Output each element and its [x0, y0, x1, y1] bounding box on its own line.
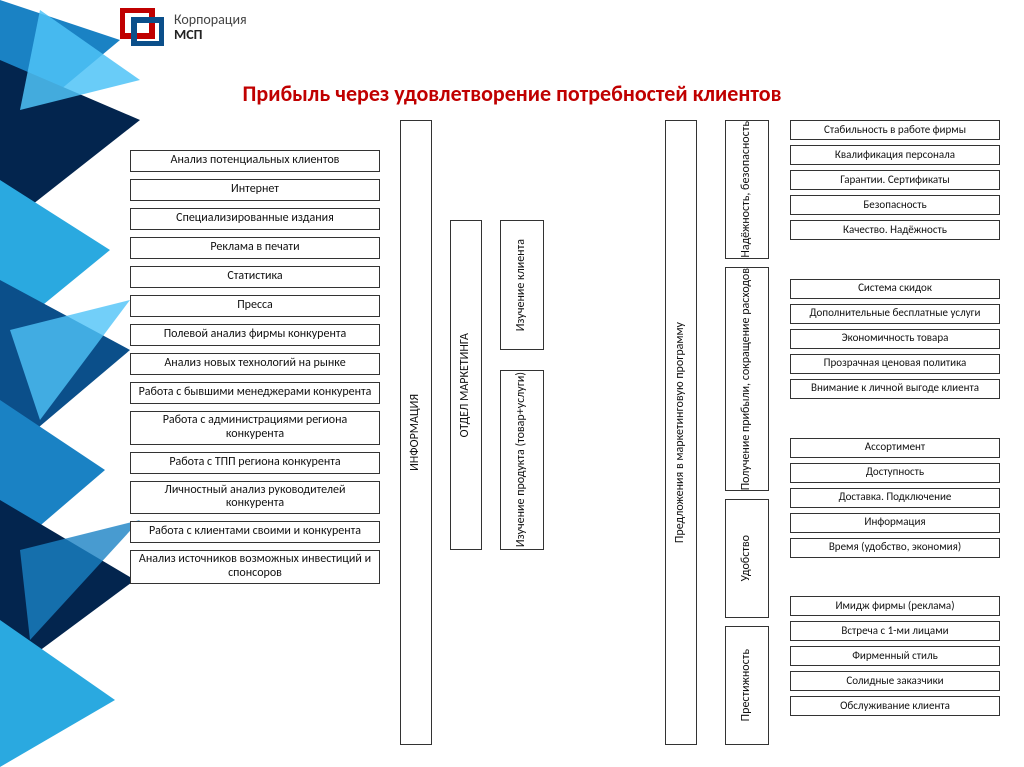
left-list-item: Полевой анализ фирмы конкурента: [130, 324, 380, 346]
column-proposals: Предложения в маркетинговую программу: [665, 120, 697, 745]
right-list-item: Обслуживание клиента: [790, 696, 1000, 716]
column-marketing-dept-label: ОТДЕЛ МАРКЕТИНГА: [459, 333, 473, 437]
logo-text: Корпорация МСП: [174, 12, 247, 43]
column-information: ИНФОРМАЦИЯ: [400, 120, 432, 745]
study-product: Изучение продукта (товар+услуги): [500, 370, 544, 550]
category-label: Удобство: [740, 535, 754, 581]
right-list-item: Солидные заказчики: [790, 671, 1000, 691]
right-list-group: Стабильность в работе фирмы Квалификация …: [790, 120, 1000, 269]
category-box: Престижность: [725, 626, 769, 745]
right-list-item: Квалификация персонала: [790, 145, 1000, 165]
left-list-item: Анализ новых технологий на рынке: [130, 353, 380, 375]
right-list-item: Информация: [790, 513, 1000, 533]
study-column: Изучение клиента Изучение продукта (това…: [500, 220, 544, 550]
category-label: Престижность: [740, 649, 754, 721]
right-lists: Стабильность в работе фирмы Квалификация …: [790, 120, 1000, 745]
right-list-item: Фирменный стиль: [790, 646, 1000, 666]
left-list-item: Личностный анализ руководителей конкурен…: [130, 481, 380, 515]
diagram-area: Анализ потенциальных клиентов Интернет Спе…: [130, 120, 1014, 752]
right-list-item: Экономичность товара: [790, 329, 1000, 349]
left-list-item: Анализ источников возможных инвестиций и…: [130, 550, 380, 584]
right-list-item: Система скидок: [790, 279, 1000, 299]
left-list: Анализ потенциальных клиентов Интернет Спе…: [130, 150, 380, 584]
right-list-group: Система скидок Дополнительные бесплатные …: [790, 279, 1000, 428]
right-list-item: Имидж фирмы (реклама): [790, 596, 1000, 616]
slide-title: Прибыль через удовлетворение потребносте…: [0, 80, 1024, 107]
left-list-item: Работа с администрациями региона конкуре…: [130, 411, 380, 445]
column-information-label: ИНФОРМАЦИЯ: [409, 394, 423, 471]
right-list-item: Встреча с 1-ми лицами: [790, 621, 1000, 641]
category-column: Надёжность, безопасность Получение прибыл…: [725, 120, 769, 745]
right-list-group: Ассортимент Доступность Доставка. Подключе…: [790, 438, 1000, 587]
right-list-item: Ассортимент: [790, 438, 1000, 458]
right-list-item: Стабильность в работе фирмы: [790, 120, 1000, 140]
study-client-label: Изучение клиента: [515, 239, 529, 331]
category-box: Удобство: [725, 499, 769, 618]
logo-line2: МСП: [174, 27, 247, 42]
left-list-item: Статистика: [130, 266, 380, 288]
column-marketing-dept: ОТДЕЛ МАРКЕТИНГА: [450, 220, 482, 550]
right-list-group: Имидж фирмы (реклама) Встреча с 1-ми лица…: [790, 596, 1000, 745]
left-list-item: Пресса: [130, 295, 380, 317]
right-list-item: Дополнительные бесплатные услуги: [790, 304, 1000, 324]
category-box: Получение прибыли, сокращение расходов: [725, 267, 769, 491]
left-list-item: Специализированные издания: [130, 208, 380, 230]
right-list-item: Качество. Надёжность: [790, 220, 1000, 240]
left-list-item: Интернет: [130, 179, 380, 201]
right-list-item: Время (удобство, экономия): [790, 538, 1000, 558]
decorative-triangles: [0, 0, 150, 767]
logo-icon: [120, 8, 164, 46]
right-list-item: Гарантии. Сертификаты: [790, 170, 1000, 190]
study-product-label: Изучение продукта (товар+услуги): [515, 372, 529, 547]
column-proposals-label: Предложения в маркетинговую программу: [674, 322, 688, 543]
right-list-item: Прозрачная ценовая политика: [790, 354, 1000, 374]
right-list-item: Доставка. Подключение: [790, 488, 1000, 508]
logo: Корпорация МСП: [120, 8, 247, 46]
left-list-item: Работа с клиентами своими и конкурента: [130, 521, 380, 543]
left-list-item: Реклама в печати: [130, 237, 380, 259]
right-list-item: Доступность: [790, 463, 1000, 483]
left-list-item: Работа с бывшими менеджерами конкурента: [130, 382, 380, 404]
category-label: Получение прибыли, сокращение расходов: [740, 268, 754, 490]
left-list-item: Анализ потенциальных клиентов: [130, 150, 380, 172]
category-label: Надёжность, безопасность: [740, 121, 754, 258]
right-list-item: Внимание к личной выгоде клиента: [790, 379, 1000, 399]
category-box: Надёжность, безопасность: [725, 120, 769, 259]
study-client: Изучение клиента: [500, 220, 544, 350]
left-list-item: Работа с ТПП региона конкурента: [130, 452, 380, 474]
right-list-item: Безопасность: [790, 195, 1000, 215]
